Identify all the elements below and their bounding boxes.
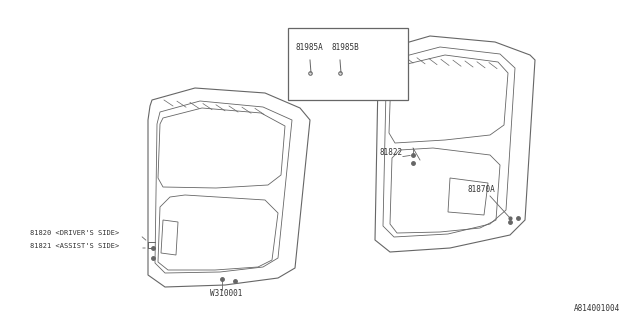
Text: W310001: W310001: [210, 289, 243, 298]
Text: 81820 <DRIVER'S SIDE>: 81820 <DRIVER'S SIDE>: [30, 230, 119, 236]
Text: A814001004: A814001004: [573, 304, 620, 313]
Text: 81985B: 81985B: [332, 43, 360, 52]
Text: 81870A: 81870A: [468, 185, 496, 194]
Polygon shape: [375, 36, 535, 252]
Polygon shape: [148, 88, 310, 287]
Text: 81985A: 81985A: [295, 43, 323, 52]
Bar: [288, 28, 408, 100]
Text: 81822: 81822: [380, 148, 403, 157]
Text: 81821 <ASSIST'S SIDE>: 81821 <ASSIST'S SIDE>: [30, 243, 119, 249]
